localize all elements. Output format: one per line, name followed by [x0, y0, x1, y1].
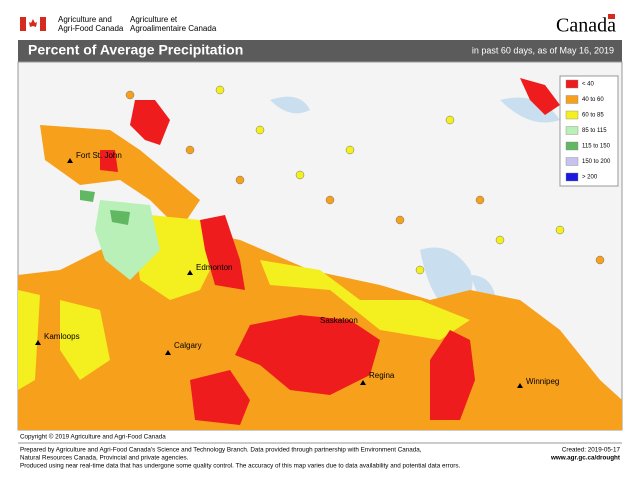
copyright: Copyright © 2019 Agriculture and Agri-Fo… — [20, 433, 166, 441]
legend-label: < 40 — [582, 82, 595, 88]
title: Percent of Average Precipitation — [28, 42, 243, 58]
maple-leaf — [29, 19, 37, 27]
legend-swatch — [565, 172, 579, 182]
region-orange — [40, 125, 200, 230]
org-en: Agri-Food Canada — [58, 24, 124, 33]
city: Saskatoon — [320, 316, 358, 325]
legend-label: 40 to 60 — [582, 97, 604, 103]
note: Produced using near real-time data that … — [20, 463, 460, 470]
station-dots — [125, 90, 605, 265]
legend-swatch — [565, 126, 579, 135]
station-dots — [215, 85, 565, 275]
cities: Fort St. John Edmonton Kamloops Calgary … — [35, 151, 559, 388]
city: Regina — [369, 371, 395, 380]
legend-label: 150 to 200 — [582, 159, 611, 165]
city: Winnipeg — [526, 377, 559, 386]
legend-swatch — [565, 79, 579, 89]
note: Natural Resources Canada, Provincial and… — [20, 455, 189, 462]
created: Created: 2019-05-17 — [562, 447, 621, 454]
lakes — [270, 96, 560, 311]
url: www.agr.gc.ca/drought — [550, 455, 621, 462]
org-en: Agriculture and — [58, 15, 112, 24]
flag-bar — [20, 17, 26, 31]
map: < 40 40 to 60 60 to 85 85 to 115 115 to 150 1… — [17, 61, 623, 431]
city: Edmonton — [196, 263, 232, 272]
org-fr: Agriculture et — [130, 15, 178, 24]
city: Calgary — [174, 341, 202, 350]
region-yellow — [260, 260, 470, 340]
legend-label: 60 to 85 — [582, 113, 604, 119]
region-green — [80, 190, 130, 225]
region-red — [190, 215, 475, 425]
org-fr: Agroalimentaire Canada — [130, 24, 217, 33]
region-yellow — [18, 290, 110, 390]
wordmark: Canada — [556, 15, 616, 37]
city: Fort St. John — [76, 151, 122, 160]
legend-swatch — [565, 110, 579, 120]
region-red — [235, 315, 380, 395]
subtitle: in past 60 days, as of May 16, 2019 — [472, 45, 614, 55]
legend-label: > 200 — [582, 175, 598, 181]
wordmark-flag — [608, 14, 615, 19]
legend-swatch — [565, 157, 579, 166]
legend-swatch — [565, 95, 579, 104]
legend-label: 115 to 150 — [582, 144, 611, 150]
legend-swatch — [565, 141, 579, 151]
legend-label: 85 to 115 — [582, 128, 607, 134]
region-light-green — [95, 200, 160, 280]
title-bar — [18, 40, 622, 62]
city: Kamloops — [44, 332, 80, 341]
note: Prepared by Agriculture and Agri-Food Ca… — [20, 447, 422, 454]
flag-bar — [40, 17, 46, 31]
